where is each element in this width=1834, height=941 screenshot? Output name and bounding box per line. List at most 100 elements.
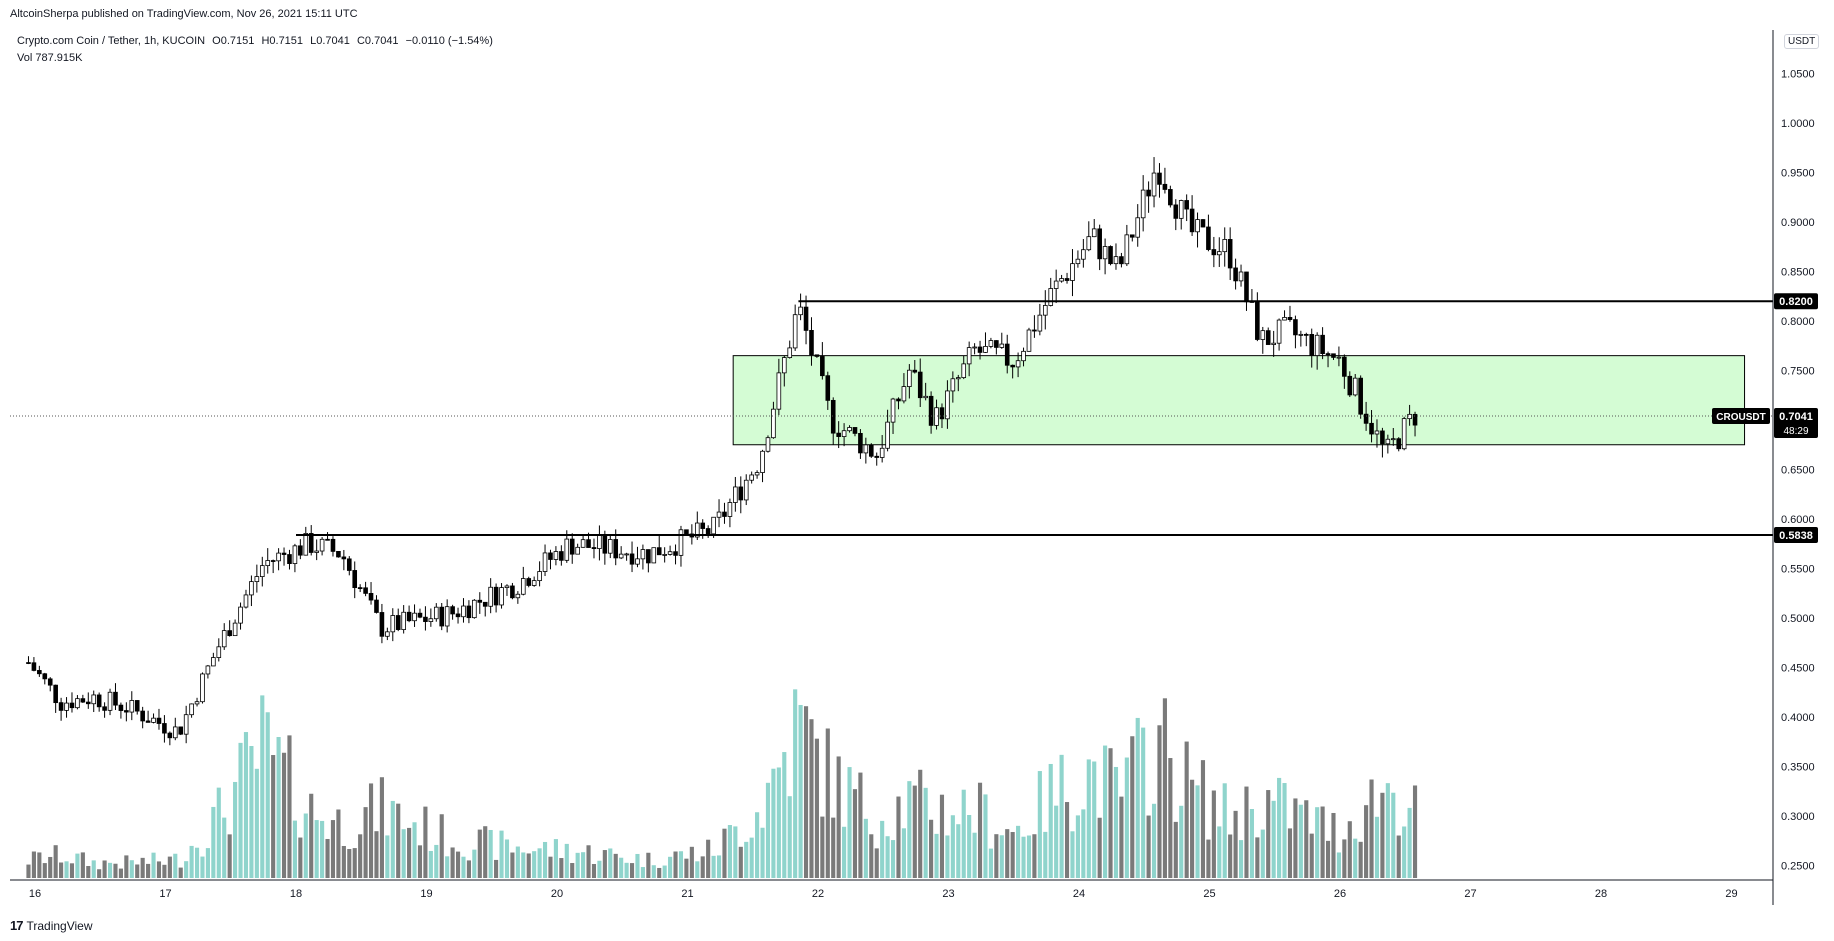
volume-bar — [1119, 796, 1124, 878]
candle-body — [1331, 353, 1336, 358]
volume-bar — [1162, 698, 1167, 878]
candle-body — [716, 511, 722, 518]
volume-bar — [586, 845, 591, 878]
volume-bar — [347, 848, 352, 878]
candle-body — [1401, 418, 1407, 450]
candle-body — [1380, 430, 1385, 445]
candle-body — [156, 717, 162, 724]
candle-body — [26, 662, 31, 664]
volume-bar — [477, 829, 482, 878]
volume-bar — [716, 855, 722, 878]
candle-body — [694, 522, 700, 538]
volume-bar — [488, 829, 493, 878]
candle-body — [1097, 228, 1102, 260]
candle-body — [227, 630, 232, 637]
price-tick-label: 1.0000 — [1781, 118, 1815, 130]
candle-body — [738, 486, 744, 501]
volume-bar — [613, 853, 618, 878]
volume-bar — [1206, 839, 1211, 878]
tradingview-footer[interactable]: 17 TradingView — [10, 918, 93, 933]
volume-bar — [1113, 766, 1119, 878]
volume-bar — [330, 820, 336, 878]
volume-legend[interactable]: Vol 787.915K — [17, 52, 82, 64]
symbol-name[interactable]: Crypto.com Coin / Tether, 1h, KUCOIN — [17, 35, 206, 47]
volume-bar — [929, 819, 934, 878]
volume-bar — [581, 852, 586, 878]
low-label: L — [310, 35, 317, 47]
price-tick-label: 0.7500 — [1781, 366, 1815, 378]
candle-body — [1260, 330, 1266, 340]
candle-body — [1102, 246, 1108, 260]
symbol-legend[interactable]: Crypto.com Coin / Tether, 1h, KUCOIN O0.… — [17, 35, 493, 47]
candle-body — [466, 605, 472, 619]
volume-bar — [254, 768, 259, 878]
volume-bar — [733, 826, 738, 878]
volume-bar — [782, 752, 787, 878]
volume-bar — [1369, 779, 1374, 878]
candle-body — [569, 538, 575, 555]
vol-value: 787.915K — [35, 52, 83, 64]
time-tick-label: 19 — [420, 888, 432, 900]
volume-bar — [1086, 759, 1091, 878]
volume-bar — [689, 846, 694, 878]
volume-bar — [216, 787, 221, 878]
horizontal-levels — [10, 300, 1773, 537]
volume-bar — [967, 815, 972, 878]
volume-bar — [755, 812, 760, 878]
candle-body — [656, 547, 662, 556]
candle-body — [1189, 208, 1195, 233]
candle-body — [705, 528, 711, 535]
currency-badge[interactable]: USDT — [1784, 34, 1820, 49]
candle-body — [1108, 246, 1113, 265]
candle-body — [134, 700, 140, 712]
time-axis[interactable]: 16 17 18 19 20 21 22 23 24 25 26 27 28 29 — [29, 888, 1738, 900]
volume-bar — [194, 847, 200, 878]
volume-bar — [1146, 815, 1151, 878]
candle-body — [1206, 226, 1211, 250]
volume-bar — [972, 832, 977, 878]
high-value: 0.7151 — [269, 35, 304, 47]
volume-bar — [211, 806, 216, 878]
candle-body — [314, 550, 319, 553]
candle-body — [303, 533, 309, 556]
candle-body — [1015, 360, 1021, 368]
volume-bar — [874, 848, 879, 878]
volume-bar — [227, 834, 232, 878]
candle-body — [211, 657, 216, 667]
candle-body — [504, 585, 510, 588]
candle-body — [455, 613, 461, 618]
time-tick-label: 26 — [1334, 888, 1346, 900]
candle-body — [586, 539, 591, 548]
volume-bar — [260, 695, 265, 878]
volume-bar — [292, 820, 297, 878]
candle-body — [423, 616, 428, 622]
price-tick-label: 0.8500 — [1781, 267, 1815, 279]
candle-body — [1026, 329, 1032, 352]
current-price-label: 0.7041 — [1779, 411, 1813, 423]
volume-bar — [570, 863, 575, 878]
volume-bar — [907, 781, 912, 878]
volume-bar — [706, 839, 711, 878]
candle-body — [1238, 271, 1244, 282]
candle-body — [776, 372, 782, 410]
candle-body — [999, 343, 1005, 348]
volume-bar — [434, 844, 439, 878]
volume-bar — [836, 756, 841, 878]
volume-bar — [1287, 828, 1293, 878]
volume-bar — [776, 767, 781, 878]
volume-bar — [988, 848, 993, 878]
candle-body — [803, 306, 809, 331]
candle-body — [1004, 343, 1010, 366]
candle-body — [830, 399, 836, 434]
candle-body — [102, 706, 107, 711]
vol-label: Vol — [17, 52, 33, 64]
candle-body — [1146, 189, 1151, 197]
candle-body — [1265, 330, 1271, 345]
volume-bar — [624, 862, 629, 878]
ticker-tag-bg — [1712, 407, 1770, 424]
candle-body — [47, 678, 53, 686]
candle-body — [1287, 317, 1293, 321]
time-tick-label: 29 — [1725, 888, 1737, 900]
